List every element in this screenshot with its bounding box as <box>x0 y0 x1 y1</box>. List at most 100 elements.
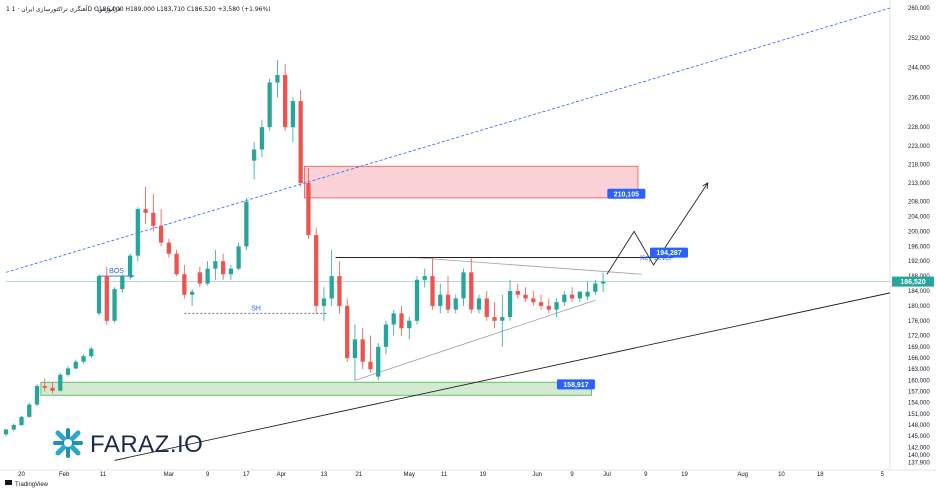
candle-down <box>492 317 497 321</box>
y-tick-label: 213,000 <box>908 181 930 187</box>
y-tick-label: 163,000 <box>908 367 930 373</box>
candle-up <box>81 356 86 362</box>
candle-up <box>593 283 598 292</box>
candle-down <box>538 302 544 306</box>
y-tick-label: 218,000 <box>908 162 930 168</box>
candles-layer[interactable] <box>3 60 606 437</box>
candle-up <box>383 324 389 347</box>
y-tick-label: 142,000 <box>908 445 930 451</box>
current-price-tag: 186,520 <box>900 279 925 286</box>
price-tag-194287: 194,287 <box>656 250 681 257</box>
candle-up <box>438 294 443 306</box>
candle-down <box>158 225 164 243</box>
candle-up <box>391 313 396 325</box>
key-level-label: Key Level <box>640 255 671 262</box>
blue-dashed-trendline <box>5 7 891 273</box>
y-tick-label: 140,000 <box>908 453 930 459</box>
black-long-trendline <box>114 292 891 461</box>
y-tick-label: 208,000 <box>908 200 930 206</box>
candle-down <box>523 294 528 299</box>
candle-up <box>329 276 334 299</box>
candle-up <box>461 272 466 299</box>
candle-down <box>143 209 148 213</box>
candle-down <box>197 272 202 284</box>
candle-down <box>368 361 373 370</box>
candle-down <box>546 305 551 310</box>
x-tick-label: Jun <box>532 472 542 478</box>
x-tick-label: Aug <box>737 472 748 478</box>
x-tick-label: 10 <box>778 472 785 478</box>
y-tick-label: 252,000 <box>908 36 930 42</box>
y-tick-label: 200,000 <box>908 229 930 235</box>
candle-up <box>352 339 358 359</box>
candle-up <box>376 346 381 377</box>
zones-layer <box>40 165 639 396</box>
y-tick-label: 228,000 <box>908 125 930 131</box>
candle-up <box>96 276 102 314</box>
candle-down <box>283 75 288 128</box>
y-tick-label: 180,000 <box>908 304 930 310</box>
candle-down <box>298 101 303 184</box>
y-tick-label: 260,000 <box>908 6 930 12</box>
y-tick-label: 236,000 <box>908 95 930 101</box>
candle-down <box>569 294 575 299</box>
time-axis[interactable]: 20 Feb 11 Mar 9 17 Apr 13 21 May 11 19 Jun 9 Jul 9 19 Aug… <box>18 472 884 478</box>
candle-down <box>484 298 489 318</box>
bos-label: BOS <box>109 268 124 275</box>
candle-up <box>127 255 133 277</box>
annotation-labels-layer: 210,105 194,287 158,917 Key Level BOS SH <box>109 188 688 390</box>
x-tick-label: 20 <box>18 472 25 478</box>
x-tick-label: May <box>404 472 415 478</box>
candle-up <box>189 291 195 295</box>
x-tick-label: 5 <box>881 472 885 478</box>
supply-zone <box>304 165 639 199</box>
tradingview-logo[interactable]: TradingView <box>5 480 49 488</box>
brand-logo: FARAZ.IO <box>53 428 203 458</box>
x-tick-label: 9 <box>206 472 210 478</box>
candle-up <box>112 289 117 321</box>
candle-up <box>120 276 125 290</box>
triangle-upper-line <box>413 257 642 275</box>
candle-up <box>11 425 16 430</box>
y-tick-label: 148,000 <box>908 423 930 429</box>
candle-up <box>34 385 40 405</box>
y-tick-label: 192,000 <box>908 259 930 265</box>
brand-name: FARAZ.IO <box>90 431 203 458</box>
candle-down <box>469 272 474 310</box>
candle-up <box>577 291 582 299</box>
x-tick-label: 9 <box>570 472 574 478</box>
y-tick-label: 223,000 <box>908 144 930 150</box>
price-tag-158917: 158,917 <box>563 382 588 389</box>
sh-label: SH <box>251 305 261 312</box>
price-tag-158917-box <box>556 379 595 390</box>
price-axis[interactable]: 260,000 252,000 244,000 236,000 228,000 223,0… <box>892 6 934 467</box>
chart-title: 1 آهنگری تراکتورسازی ایران · 1D · فرابور… <box>6 4 121 13</box>
candle-up <box>422 276 427 280</box>
candle-down <box>182 274 187 295</box>
projection-path <box>606 182 709 275</box>
x-tick-label: 11 <box>441 472 448 478</box>
x-tick-label: 21 <box>355 472 362 478</box>
candle-up <box>554 302 559 310</box>
x-tick-label: 18 <box>817 472 824 478</box>
y-tick-label: 166,000 <box>908 356 930 362</box>
candle-up <box>407 320 412 329</box>
candle-up <box>585 291 590 297</box>
projection-arrowhead-icon <box>702 182 709 190</box>
x-tick-label: Jul <box>603 472 611 478</box>
candle-up <box>259 127 265 150</box>
candle-down <box>360 339 365 362</box>
candle-down <box>306 183 311 236</box>
candle-up <box>236 246 241 269</box>
candle-down <box>430 276 435 306</box>
y-tick-label: 157,000 <box>908 390 930 396</box>
candle-up <box>19 416 24 426</box>
x-tick-label: Mar <box>164 472 174 478</box>
candle-up <box>267 82 272 128</box>
candle-down <box>531 298 536 303</box>
candle-down <box>220 261 226 275</box>
candle-up <box>27 404 32 417</box>
candle-up <box>500 317 505 321</box>
candle-up <box>205 268 210 284</box>
